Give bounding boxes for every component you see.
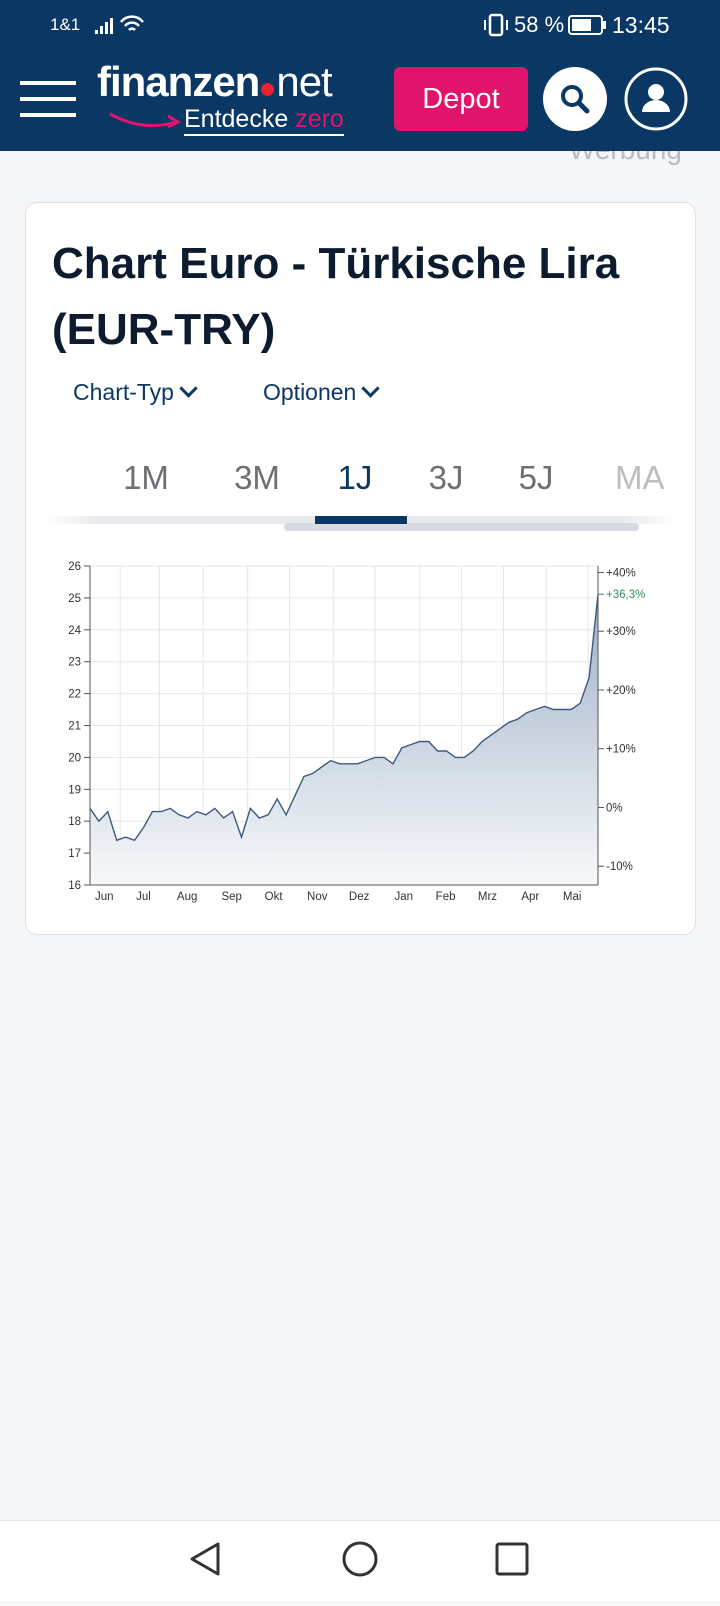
carrier: 1&1 (50, 15, 81, 34)
x-tick-label: Nov (307, 891, 328, 903)
y-tick-label: 20 (68, 752, 81, 764)
tagline-accent: zero (295, 105, 344, 133)
clock: 13:45 (612, 12, 670, 38)
period-tab[interactable]: MA (615, 459, 665, 496)
x-tick-label: Apr (521, 891, 539, 903)
scrollbar (284, 523, 639, 531)
y-tick-label: 22 (68, 689, 81, 701)
vibrate-icon (484, 13, 508, 37)
tagline: Entdecke zero (184, 105, 344, 136)
y2-tick-label: +20% (606, 685, 636, 697)
x-tick-label: Feb (436, 891, 456, 903)
logo-main: finanzen (97, 58, 260, 105)
y2-tick-label: +30% (606, 626, 636, 638)
y-tick-label: 21 (68, 721, 81, 733)
nav-icons (190, 1541, 529, 1577)
chart: 16 17 18 19 20 21 22 23 24 25 26 Jun Jul Aug Sep Okt Nov… (68, 561, 645, 903)
y2-tick-label: +10% (606, 744, 636, 756)
y-tick-label: 24 (68, 625, 81, 637)
annotation: +36,3% (606, 589, 645, 601)
line (89, 594, 599, 842)
y-tick-label: 17 (68, 848, 81, 860)
x-tick-label: Sep (221, 891, 241, 903)
x-tick-label: Dez (349, 891, 370, 903)
home-button[interactable] (342, 1541, 378, 1577)
period-tab[interactable]: 5J (518, 459, 554, 496)
y-tick-label: 19 (68, 784, 81, 796)
x-tick-label: Jan (394, 891, 413, 903)
card-title: Chart Euro - Türkische Lira (EUR-TRY) (52, 239, 620, 354)
period-tab[interactable]: 1M (123, 459, 169, 496)
x-tick-label: Jul (136, 891, 151, 903)
x-tick-label: Okt (265, 891, 284, 903)
y2-tick-label: +40% (606, 567, 636, 579)
header: 1&1 58 % 13:45 finanzen net Entdecke zero… (0, 0, 720, 151)
battery-level: 58 % (514, 12, 565, 37)
tagline-text: Entdecke (184, 105, 289, 133)
search-button[interactable] (542, 66, 608, 132)
y2-tick-label: 0% (606, 802, 623, 814)
active-tab-indicator (315, 516, 407, 524)
account-button[interactable] (623, 66, 689, 132)
y-tick-label: 18 (68, 816, 81, 828)
y2-tick-label: -10% (606, 861, 633, 873)
x-tick-label: Mai (563, 891, 582, 903)
chart-type-menu[interactable]: Chart-Typ (73, 379, 195, 406)
system-nav (0, 1520, 720, 1601)
signal-icons (95, 15, 144, 34)
back-button[interactable] (190, 1542, 220, 1576)
logo-dot (261, 83, 275, 96)
y-tick-label: 25 (68, 593, 81, 605)
logo-suffix: net (276, 58, 332, 105)
period-tab[interactable]: 1J (337, 459, 373, 496)
menu-button[interactable] (20, 80, 78, 120)
y-tick-label: 16 (68, 880, 81, 892)
area (90, 594, 598, 885)
period-tab[interactable]: 3M (234, 459, 280, 496)
y-tick-label: 26 (68, 561, 81, 573)
logo-swoosh (109, 112, 182, 129)
y-tick-label: 23 (68, 657, 81, 669)
options-menu[interactable]: Optionen (263, 379, 377, 406)
recents-button[interactable] (495, 1542, 529, 1576)
x-tick-label: Jun (95, 891, 114, 903)
x-tick-label: Mrz (478, 891, 497, 903)
logo[interactable]: finanzen net (97, 58, 333, 106)
period-tab[interactable]: 3J (428, 459, 464, 496)
x-tick-label: Aug (177, 891, 197, 903)
battery-icon (568, 15, 606, 35)
depot-button[interactable]: Depot (394, 67, 528, 131)
